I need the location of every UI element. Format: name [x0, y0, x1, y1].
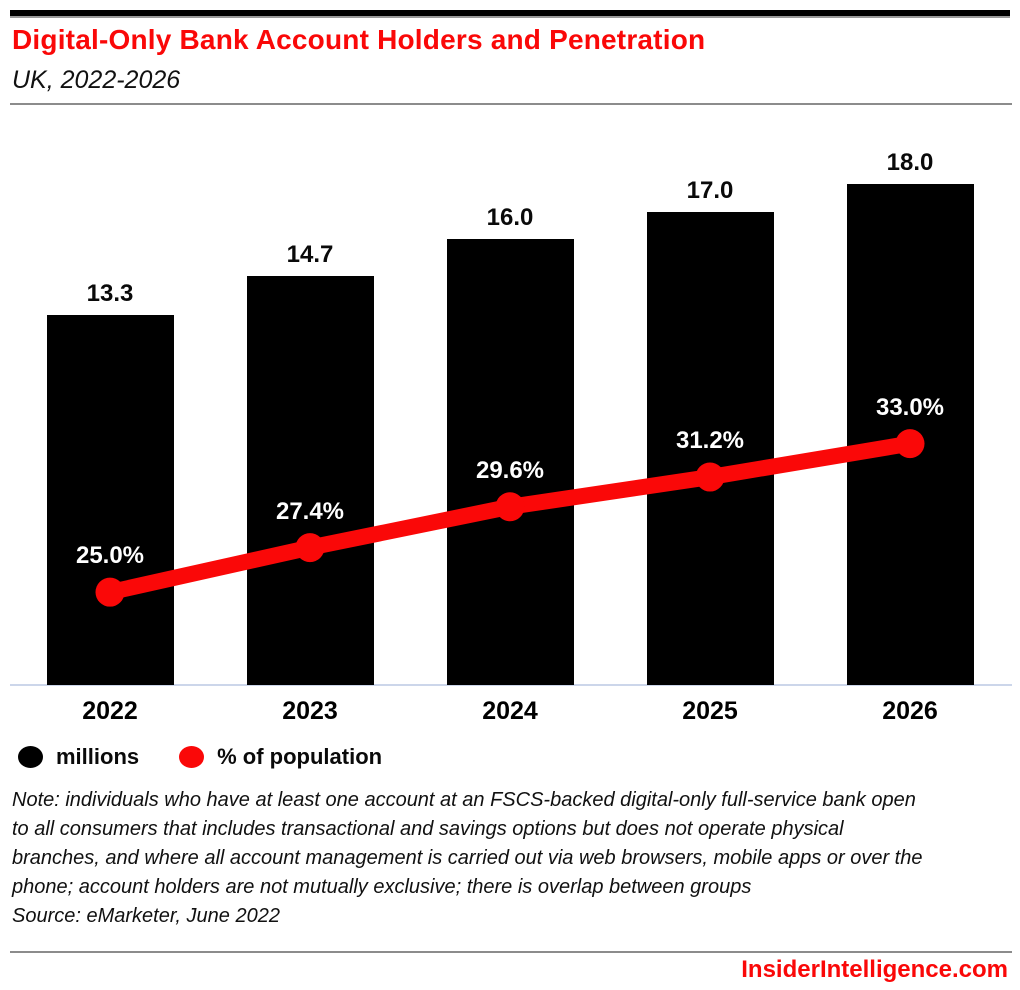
x-tick-2026: 2026: [882, 697, 938, 725]
x-tick-2023: 2023: [282, 697, 338, 725]
chart-title: Digital-Only Bank Account Holders and Pe…: [12, 24, 706, 55]
bar-value-2026: 18.0: [886, 148, 934, 176]
bar-2023: [246, 275, 374, 685]
pct-label-2024: 29.6%: [475, 456, 545, 484]
pct-label-2022: 25.0%: [75, 542, 145, 570]
x-tick-2022: 2022: [82, 697, 138, 725]
bar-2022: [46, 314, 174, 685]
x-tick-2025: 2025: [682, 697, 738, 725]
bar-value-2024: 16.0: [486, 204, 534, 232]
chart-subtitle: UK, 2022-2026: [12, 66, 181, 94]
legend-label: % of population: [217, 744, 383, 769]
bar-value-2022: 13.3: [86, 279, 134, 307]
footer-divider: [10, 951, 1012, 953]
note-text: Note: individuals who have at least one …: [12, 789, 923, 898]
bar-2026: [846, 183, 974, 685]
header-divider: [10, 103, 1012, 105]
bar-value-2023: 14.7: [286, 240, 334, 268]
millions-dot-icon: [18, 746, 43, 768]
pct-label-2026: 33.0%: [875, 393, 945, 421]
bar-value-2025: 17.0: [686, 176, 734, 204]
source-text: Source: eMarketer, June 2022: [12, 905, 280, 927]
percent-dot-icon: [179, 746, 205, 768]
x-tick-2024: 2024: [482, 697, 538, 725]
footnote: Note: individuals who have at least one …: [12, 786, 932, 931]
pct-label-2023: 27.4%: [275, 497, 345, 525]
top-rule: [10, 10, 1010, 18]
x-axis-line: [10, 684, 1012, 686]
legend-item-percent-of-population: % of population: [179, 744, 382, 770]
legend-item-millions: millions: [18, 744, 139, 770]
publisher-link[interactable]: InsiderIntelligence.com: [741, 956, 1008, 983]
pct-label-2025: 31.2%: [675, 427, 745, 455]
legend: millions % of population: [18, 744, 382, 770]
legend-label: millions: [56, 744, 140, 769]
